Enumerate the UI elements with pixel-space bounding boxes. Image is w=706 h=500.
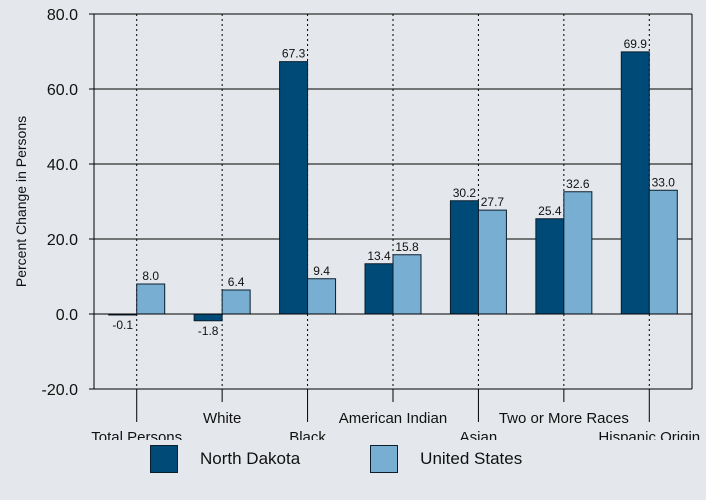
bar-united-states-two-or-more-races (563, 191, 593, 315)
bar-north-dakota-asian (449, 200, 479, 315)
y-axis-title: Percent Change in Persons (13, 116, 29, 287)
data-label: 15.8 (395, 240, 419, 254)
data-label: 8.0 (142, 269, 159, 283)
category-label: Asian (460, 429, 498, 440)
bar-north-dakota-white (193, 313, 223, 322)
data-label: -0.1 (112, 318, 133, 332)
data-label: 67.3 (282, 47, 306, 61)
legend-item-united-states: United States (370, 445, 522, 473)
data-label: 25.4 (538, 204, 562, 218)
bar-united-states-american-indian (392, 254, 422, 315)
category-label: Total Persons (91, 429, 182, 440)
data-label: 6.4 (228, 275, 245, 289)
category-label: American Indian (339, 410, 447, 427)
bar-chart: 80.0 60.0 40.0 20.0 0.0 -20.0 Percent Change i… (13, 7, 700, 440)
data-label: 69.9 (624, 37, 648, 51)
bar-united-states-hispanic-origin (648, 189, 678, 315)
legend-swatch-united-states (370, 445, 399, 473)
y-tick-label: -20.0 (42, 382, 79, 399)
legend-label-united-states: United States (420, 449, 523, 468)
y-tick-label: 80.0 (47, 7, 78, 24)
y-tick-label: 40.0 (47, 157, 78, 174)
legend-swatch-north-dakota (150, 445, 178, 473)
data-label: -1.8 (198, 324, 219, 338)
y-tick-label: 20.0 (47, 232, 78, 249)
bar-north-dakota-hispanic-origin (620, 51, 650, 315)
data-label: 9.4 (313, 264, 330, 278)
y-tick-label: 0.0 (56, 307, 78, 324)
category-label: Black (289, 429, 326, 440)
bar-united-states-total-persons (136, 283, 166, 315)
data-label: 27.7 (481, 195, 505, 209)
legend: North Dakota United States (150, 442, 570, 476)
bar-north-dakota-american-indian (364, 263, 394, 315)
data-label: 33.0 (652, 175, 676, 189)
bar-united-states-asian (477, 209, 507, 315)
legend-label-north-dakota: North Dakota (200, 449, 301, 468)
category-label: Hispanic Origin (598, 429, 700, 440)
bar-north-dakota-black (279, 61, 309, 315)
data-label: 13.4 (367, 249, 391, 263)
data-label: 32.6 (566, 177, 590, 191)
category-label: Two or More Races (499, 410, 629, 427)
bar-united-states-black (307, 278, 337, 315)
bar-united-states-white (221, 289, 251, 315)
bar-north-dakota-two-or-more-races (535, 218, 565, 315)
category-label: White (203, 410, 241, 427)
data-label: 30.2 (453, 186, 477, 200)
legend-item-north-dakota: North Dakota (150, 445, 300, 473)
y-tick-label: 60.0 (47, 82, 78, 99)
